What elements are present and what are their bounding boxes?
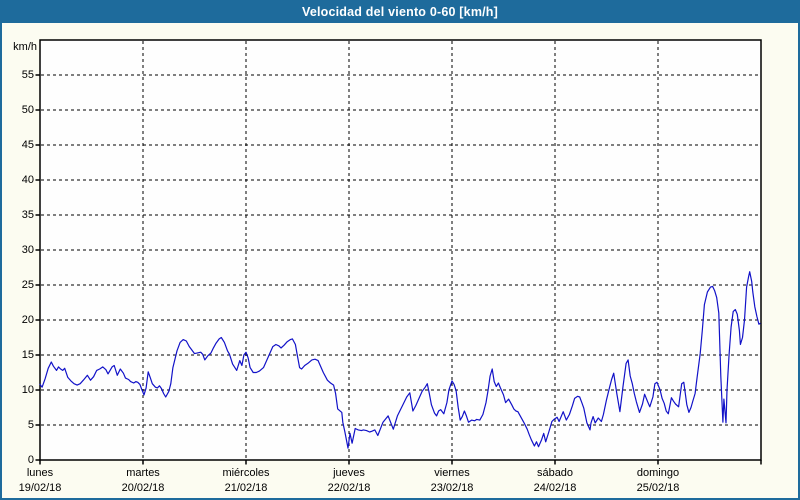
- y-axis-tick-label: 5: [27, 419, 34, 431]
- x-axis-day-label: martes: [126, 467, 160, 479]
- x-axis-date-label: 19/02/18: [18, 482, 62, 494]
- x-axis-day-label: miércoles: [222, 467, 270, 479]
- x-axis-day-label: lunes: [26, 467, 54, 479]
- y-axis-tick-label: 40: [21, 174, 34, 186]
- y-axis-tick-label: 25: [21, 279, 34, 291]
- y-axis-tick-label: 10: [21, 384, 34, 396]
- y-axis-unit-label: km/h: [13, 41, 37, 53]
- chart-title: Velocidad del viento 0-60 [km/h]: [301, 5, 499, 19]
- wind-speed-line: [39, 271, 761, 449]
- x-axis-date-label: 23/02/18: [430, 482, 474, 494]
- x-axis-date-label: 20/02/18: [121, 482, 165, 494]
- y-axis-tick-label: 30: [21, 244, 34, 256]
- x-axis-date-label: 24/02/18: [533, 482, 577, 494]
- y-axis-tick-label: 45: [21, 139, 34, 151]
- x-axis-day-label: viernes: [434, 467, 470, 479]
- x-axis-date-label: 22/02/18: [327, 482, 371, 494]
- x-axis-day-label: sábado: [536, 467, 574, 479]
- plot-area: [40, 40, 761, 460]
- x-axis-day-label: jueves: [333, 467, 365, 479]
- x-axis-date-label: 25/02/18: [636, 482, 680, 494]
- y-axis-tick-label: 20: [21, 314, 34, 326]
- chart-title-bar: Velocidad del viento 0-60 [km/h]: [2, 2, 798, 23]
- y-axis-tick-label: 55: [21, 69, 34, 81]
- y-axis-tick-label: 15: [21, 349, 34, 361]
- x-axis-date-label: 21/02/18: [224, 482, 268, 494]
- x-axis-day-label: domingo: [636, 467, 680, 479]
- y-axis-tick-label: 50: [21, 104, 34, 116]
- y-axis-tick-label: 0: [27, 454, 34, 466]
- y-axis-tick-label: 35: [21, 209, 34, 221]
